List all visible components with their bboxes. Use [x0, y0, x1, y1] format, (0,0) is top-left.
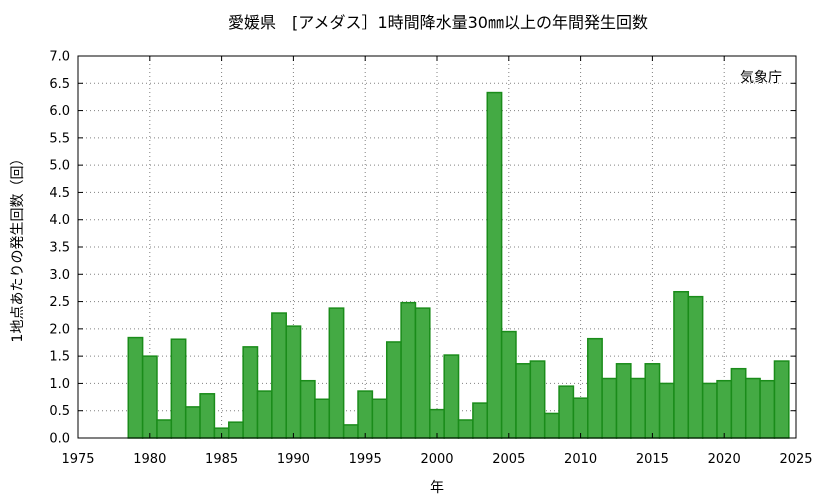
x-tick-label: 2015	[636, 452, 669, 467]
y-tick-label: 1.5	[49, 350, 70, 365]
x-tick-label: 2010	[564, 452, 597, 467]
y-tick-label: 2.5	[49, 295, 70, 310]
bar-2007	[529, 360, 546, 439]
bar-2005	[500, 330, 517, 439]
bar-1999	[414, 307, 431, 439]
x-tick-label: 2025	[779, 452, 812, 467]
y-tick-label: 7.0	[49, 50, 70, 65]
bar-1993	[328, 307, 345, 439]
y-tick-label: 4.5	[49, 186, 70, 201]
bar-2019	[701, 382, 718, 439]
bar-2004	[486, 91, 503, 439]
bars	[127, 91, 790, 439]
bar-2010	[572, 397, 589, 439]
bar-2024	[773, 360, 790, 439]
bar-2003	[472, 402, 489, 439]
bar-1996	[371, 398, 388, 439]
bar-2012	[601, 377, 618, 439]
bar-1998	[400, 301, 417, 439]
bar-1987	[242, 346, 259, 439]
x-tick-label: 2020	[708, 452, 741, 467]
bar-1994	[342, 424, 359, 439]
y-tick-label: 2.0	[49, 322, 70, 337]
y-tick-label: 3.0	[49, 268, 70, 283]
bar-2009	[558, 385, 575, 439]
bar-1982	[170, 338, 187, 439]
x-tick-label: 1985	[205, 452, 238, 467]
bar-1991	[299, 379, 316, 439]
chart-title: 愛媛県 [アメダス］1時間降水量30㎜以上の年間発生回数	[228, 13, 648, 32]
bar-2001	[443, 354, 460, 439]
bar-2017	[673, 290, 690, 439]
bar-1988	[256, 390, 273, 439]
bar-2011	[587, 337, 603, 439]
bar-1990	[285, 325, 302, 439]
y-tick-label: 6.0	[49, 104, 70, 119]
axis-ticks: 0.0 0.5 1.0 1.5 2.0 2.5 3.0 3.5 4.0 4.5 5.0 5.5 6.0 6…	[49, 50, 812, 468]
bar-2013	[615, 363, 632, 439]
x-tick-label: 1995	[349, 452, 382, 467]
bar-1986	[228, 421, 244, 439]
bar-2016	[658, 382, 675, 439]
y-tick-label: 5.5	[49, 131, 70, 146]
x-tick-label: 1975	[61, 452, 94, 467]
y-tick-label: 4.0	[49, 213, 70, 228]
bar-1981	[156, 419, 173, 439]
bar-2022	[744, 377, 761, 439]
bar-1983	[184, 406, 201, 439]
x-tick-label: 1990	[277, 452, 310, 467]
bar-2023	[759, 379, 776, 439]
bar-1984	[199, 393, 216, 439]
y-tick-label: 0.0	[49, 432, 70, 447]
bar-1995	[357, 390, 374, 439]
y-tick-label: 0.5	[49, 404, 70, 419]
bar-2014	[630, 377, 646, 439]
bar-2021	[730, 367, 747, 439]
bar-2008	[543, 412, 560, 439]
y-tick-label: 1.0	[49, 377, 70, 392]
bar-1997	[385, 341, 402, 439]
y-tick-label: 6.5	[49, 77, 70, 92]
x-tick-label: 1980	[133, 452, 166, 467]
bar-2015	[644, 363, 661, 439]
bar-1992	[314, 398, 331, 439]
bar-1980	[141, 355, 158, 439]
bar-1979	[127, 336, 144, 439]
bar-2002	[457, 419, 474, 439]
x-axis-label: 年	[430, 480, 444, 496]
x-tick-label: 2000	[420, 452, 453, 467]
x-tick-label: 2005	[492, 452, 525, 467]
bar-2020	[716, 379, 733, 439]
bar-2006	[515, 363, 532, 439]
y-tick-label: 3.5	[49, 241, 70, 256]
bar-1989	[271, 312, 287, 439]
y-tick-label: 5.0	[49, 159, 70, 174]
source-credit: 気象庁	[740, 70, 782, 86]
y-axis-label: 1地点あたりの発生回数（回）	[10, 152, 26, 343]
bar-2018	[687, 295, 704, 439]
